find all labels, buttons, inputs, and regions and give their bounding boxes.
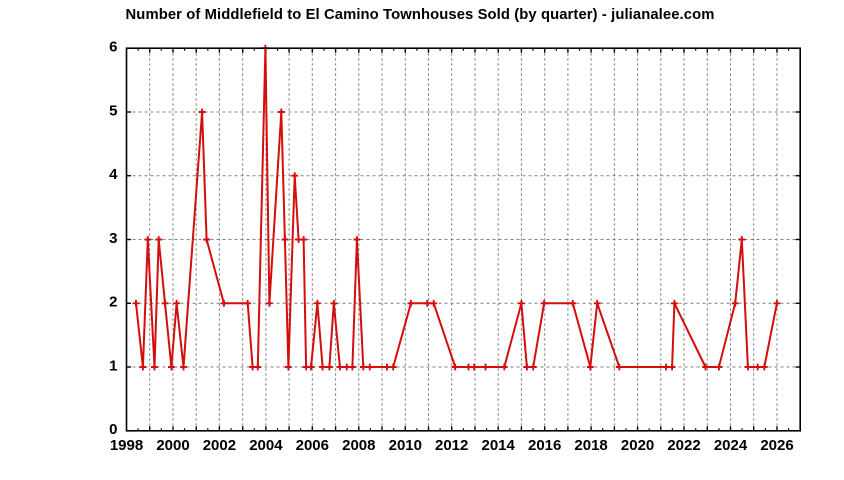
svg-text:1998: 1998 [110, 437, 143, 454]
svg-text:2018: 2018 [574, 437, 607, 454]
svg-text:2016: 2016 [528, 437, 561, 454]
svg-text:2008: 2008 [342, 437, 375, 454]
svg-text:1: 1 [109, 357, 117, 374]
svg-text:6: 6 [109, 39, 117, 56]
svg-text:5: 5 [109, 102, 117, 119]
svg-text:2022: 2022 [667, 437, 700, 454]
svg-text:2: 2 [109, 294, 117, 311]
svg-text:2006: 2006 [296, 437, 329, 454]
svg-text:4: 4 [109, 166, 118, 183]
svg-text:2012: 2012 [435, 437, 468, 454]
svg-text:Number of Middlefield to El Ca: Number of Middlefield to El Camino Townh… [126, 7, 715, 23]
svg-text:2004: 2004 [249, 437, 283, 454]
svg-text:2002: 2002 [203, 437, 236, 454]
svg-text:0: 0 [109, 421, 117, 438]
svg-text:3: 3 [109, 230, 117, 247]
svg-text:2000: 2000 [156, 437, 189, 454]
svg-text:2010: 2010 [389, 437, 422, 454]
svg-text:2014: 2014 [482, 437, 516, 454]
svg-text:2026: 2026 [760, 437, 793, 454]
svg-text:2024: 2024 [714, 437, 748, 454]
svg-text:2020: 2020 [621, 437, 654, 454]
